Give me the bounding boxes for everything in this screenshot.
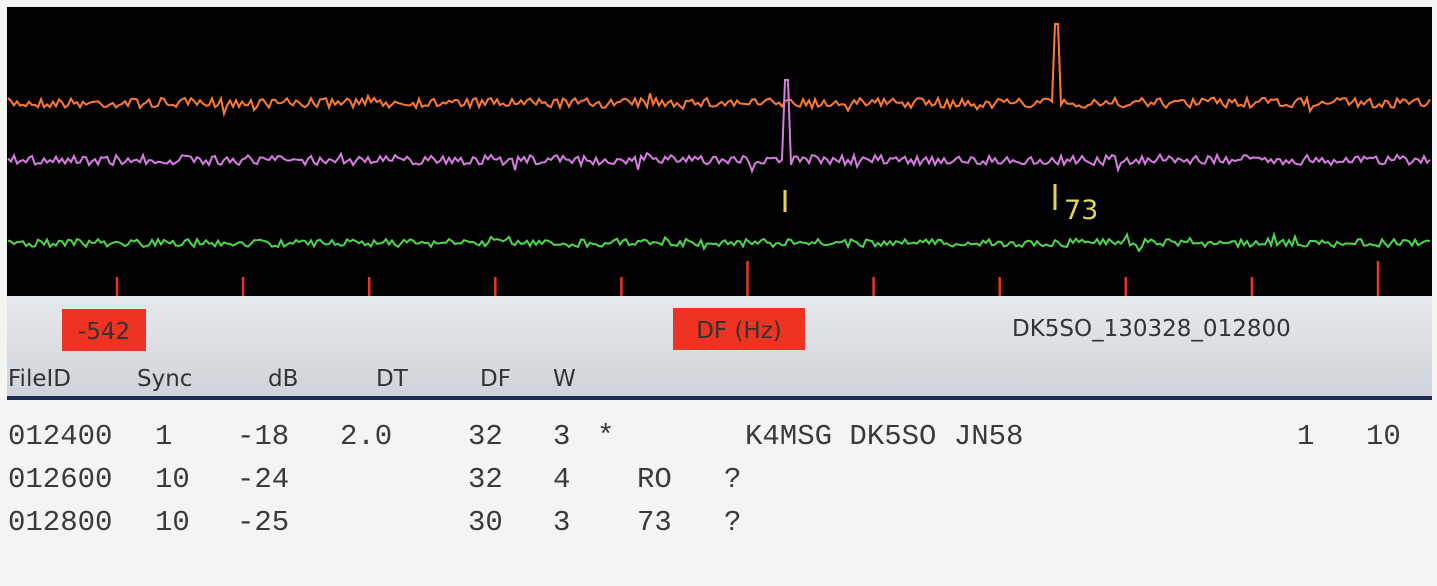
cell-db: -24	[237, 463, 289, 496]
cell-file-id: 012400	[8, 420, 112, 453]
file-name: DK5SO_130328_012800	[1012, 316, 1291, 342]
cell-db: -25	[237, 506, 289, 539]
cell-df: 32	[468, 420, 503, 453]
cell-quality: ?	[724, 506, 741, 539]
axis-label: DF (Hz)	[696, 318, 782, 344]
cell-w: 3	[553, 506, 570, 539]
cell-w: 3	[553, 420, 570, 453]
column-header: Sync	[137, 366, 192, 392]
cell-df: 32	[468, 463, 503, 496]
cell-extra: 10	[1366, 420, 1401, 453]
column-header: dB	[268, 366, 298, 392]
cell-db: -18	[237, 420, 289, 453]
cell-sync: 10	[155, 463, 190, 496]
cell-message: K4MSG DK5SO JN58	[745, 420, 1023, 453]
column-header: FileID	[8, 366, 71, 392]
cell-file-id: 012800	[8, 506, 112, 539]
cell-shorthand: 73	[637, 506, 672, 539]
screen: 73 -542 DF (Hz) DK5SO_130328_012800 File…	[0, 0, 1437, 586]
cell-df: 30	[468, 506, 503, 539]
spectrum-panel	[7, 7, 1432, 296]
cell-count: 1	[1297, 420, 1314, 453]
divider	[7, 396, 1432, 400]
column-header: DF	[480, 366, 511, 392]
cell-quality: ?	[724, 463, 741, 496]
cell-w: 4	[553, 463, 570, 496]
cell-file-id: 012600	[8, 463, 112, 496]
cell-sync: 1	[155, 420, 172, 453]
cell-shorthand: RO	[637, 463, 672, 496]
marker-label: 73	[1064, 195, 1098, 226]
offset: -542	[78, 319, 130, 345]
page: 73 -542 DF (Hz) DK5SO_130328_012800 File…	[0, 0, 1437, 586]
cell-flag: *	[597, 420, 614, 453]
column-header: DT	[376, 366, 409, 392]
column-header: W	[553, 366, 576, 392]
cell-dt: 2.0	[340, 420, 392, 453]
cell-sync: 10	[155, 506, 190, 539]
